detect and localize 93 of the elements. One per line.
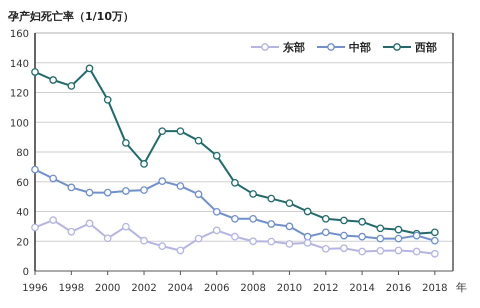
point <box>358 232 366 240</box>
point <box>212 152 221 160</box>
point <box>286 240 294 248</box>
point <box>122 187 130 195</box>
point <box>340 232 348 240</box>
y-tick-label: 120 <box>10 88 29 100</box>
point <box>68 184 76 192</box>
point <box>322 228 330 236</box>
point <box>322 244 330 253</box>
point <box>376 246 384 255</box>
point <box>140 160 148 168</box>
point <box>122 222 130 231</box>
point <box>49 76 58 84</box>
point <box>31 68 39 76</box>
point <box>194 190 202 198</box>
point <box>249 214 257 223</box>
point <box>267 238 276 246</box>
point <box>231 214 239 223</box>
point <box>194 234 202 242</box>
x-tick-label: 2006 <box>204 283 230 294</box>
point <box>140 236 148 245</box>
point <box>430 228 439 236</box>
point <box>68 228 76 236</box>
point <box>231 178 239 187</box>
point <box>412 248 420 256</box>
point <box>394 246 402 254</box>
point <box>340 216 348 224</box>
y-tick-label: 0 <box>22 267 29 278</box>
point <box>104 96 112 104</box>
x-tick-label: 2014 <box>349 283 375 294</box>
y-tick-label: 80 <box>16 148 29 159</box>
point <box>304 239 312 247</box>
chart-title: 孕产妇死亡率（1/10万） <box>7 10 134 23</box>
point <box>176 246 184 254</box>
point <box>249 237 257 246</box>
point <box>49 216 58 224</box>
y-tick-label: 40 <box>16 208 29 218</box>
x-tick-label: 1996 <box>22 283 48 294</box>
point <box>176 127 184 136</box>
x-tick-label: 2012 <box>313 283 339 294</box>
point <box>194 136 202 145</box>
point <box>86 220 94 228</box>
point <box>158 242 166 250</box>
point <box>140 186 148 194</box>
x-axis-title: 年 <box>456 281 467 294</box>
point <box>304 208 312 216</box>
x-tick-label: 2016 <box>386 283 412 294</box>
point <box>286 199 294 208</box>
x-tick-label: 2000 <box>94 283 120 294</box>
point <box>267 194 276 202</box>
point <box>49 174 58 182</box>
point <box>430 250 439 258</box>
y-tick-label: 20 <box>16 237 29 248</box>
y-tick-label: 140 <box>10 58 29 70</box>
point <box>158 177 166 186</box>
point <box>86 64 94 72</box>
point <box>212 226 221 234</box>
point <box>340 244 348 252</box>
legend-label: 东部 <box>282 41 305 54</box>
point <box>430 236 439 245</box>
point <box>158 127 166 136</box>
legend-label: 西部 <box>414 41 437 54</box>
point <box>394 226 402 234</box>
point <box>358 218 366 226</box>
point <box>31 166 39 174</box>
y-tick-label: 100 <box>10 118 29 130</box>
point <box>249 190 257 198</box>
point <box>104 234 112 242</box>
point <box>68 82 76 90</box>
point <box>86 188 94 196</box>
point <box>31 224 39 232</box>
point <box>376 234 384 242</box>
point <box>322 214 330 223</box>
point <box>376 224 384 232</box>
point <box>212 208 221 216</box>
x-tick-label: 2004 <box>168 283 194 294</box>
point <box>176 182 184 190</box>
x-tick-label: 1998 <box>58 283 84 294</box>
y-tick-label: 160 <box>10 29 29 40</box>
point <box>231 232 239 240</box>
y-tick-label: 60 <box>16 178 29 189</box>
point <box>104 188 112 196</box>
legend-label: 中部 <box>349 41 371 54</box>
x-tick-label: 2002 <box>131 283 157 294</box>
point <box>394 234 402 242</box>
point <box>267 220 276 228</box>
point <box>358 248 366 256</box>
x-tick-label: 2008 <box>240 283 266 294</box>
point <box>122 139 130 147</box>
point <box>286 222 294 230</box>
x-tick-label: 2010 <box>276 283 302 294</box>
point <box>304 232 312 240</box>
x-tick-label: 2018 <box>422 283 448 294</box>
